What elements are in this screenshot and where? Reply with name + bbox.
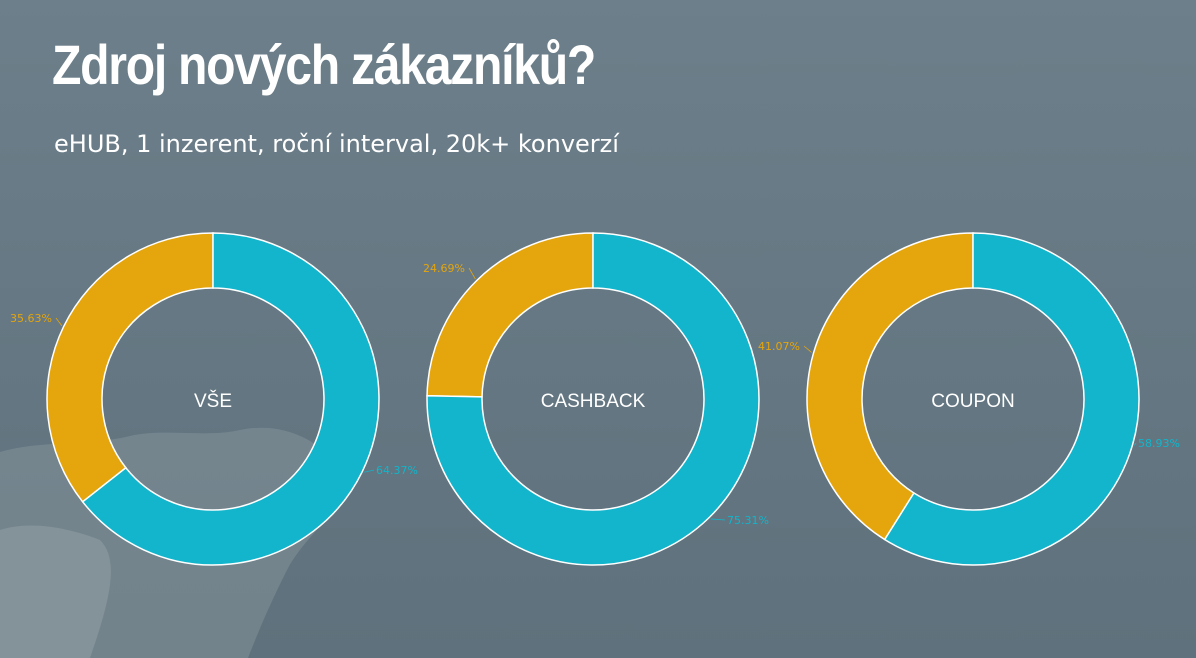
donut-slice [806,232,974,541]
slice-value-label: 75.31% [727,514,769,527]
slice-leader-line [55,317,63,326]
donut-center-label: VŠE [194,390,232,412]
donut-chart-0: 35.63% 64.37% VŠE [10,232,418,566]
slice-value-label: 24.69% [423,262,465,275]
donut-center-label: COUPON [931,391,1014,412]
donut-slice [46,232,214,503]
donut-slice [426,232,760,566]
background-landmass-shadow [0,525,111,658]
slice-value-label: 64.37% [376,464,418,477]
donut-chart-2: 41.07% 58.93% COUPON [758,232,1180,566]
slice-leader-line [1134,442,1137,446]
donut-slice [81,232,380,566]
page-title: Zdroj nových zákazníků? [52,33,596,96]
slice-value-label: 35.63% [10,312,52,325]
donut-chart-1: 24.69% 75.31% CASHBACK [423,232,769,566]
slice-leader-line [364,469,375,473]
slice-leader-line [803,345,812,353]
donut-center-label: CASHBACK [541,391,646,412]
slice-leader-line [468,267,476,280]
slice-leader-line [710,518,726,521]
slice-value-label: 41.07% [758,340,800,353]
page-subtitle: eHUB, 1 inzerent, roční interval, 20k+ k… [54,130,619,158]
donut-slice [426,232,594,398]
slice-value-label: 58.93% [1138,437,1180,450]
donut-slice [883,232,1140,566]
